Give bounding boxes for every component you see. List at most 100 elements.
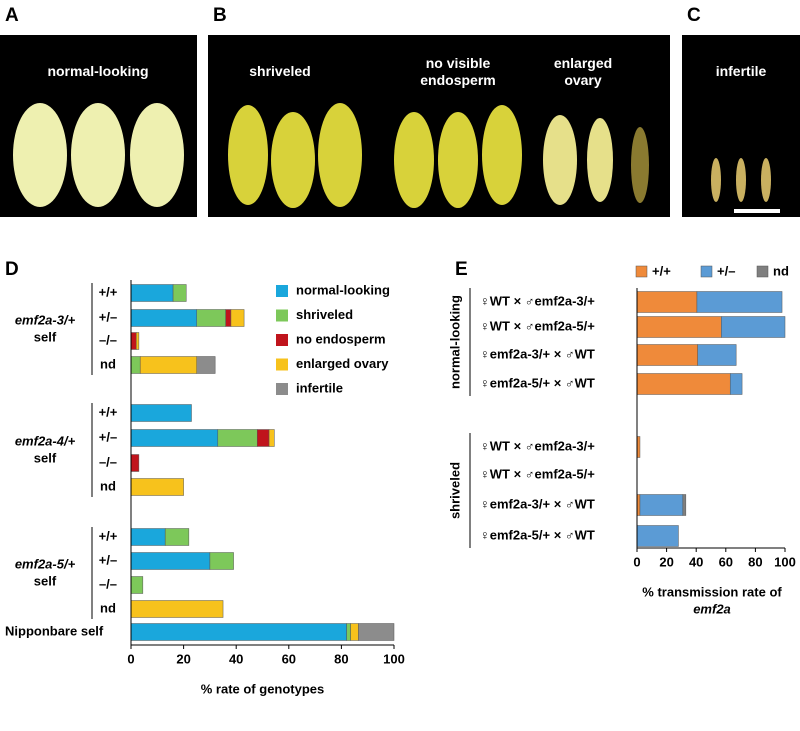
- x-tick-label: 0: [127, 651, 134, 666]
- x-tick-label: 80: [334, 651, 348, 666]
- photo-label: enlarged ovary: [554, 55, 612, 88]
- category-label: nd: [100, 356, 116, 371]
- group-label: normal-looking: [447, 295, 462, 389]
- photo-label: shriveled: [249, 63, 310, 79]
- bar-segment: [130, 478, 184, 496]
- x-axis-label: emf2a: [693, 601, 731, 616]
- category-label: +/–: [99, 309, 117, 324]
- bar-segment: [130, 552, 211, 570]
- bar-segment: [130, 528, 166, 546]
- x-tick-label: 40: [689, 554, 703, 569]
- bar-segment: [639, 494, 684, 516]
- group-sub: self: [34, 329, 57, 344]
- bar-segment: [350, 623, 359, 641]
- bar-segment: [130, 404, 192, 422]
- bar-segment: [130, 356, 141, 374]
- legend-label: enlarged ovary: [296, 356, 389, 371]
- legend-label: +/–: [717, 263, 735, 278]
- bar-segment: [164, 528, 190, 546]
- group-label: emf2a-4/+: [15, 433, 76, 448]
- photo-label: normal-looking: [47, 63, 148, 79]
- group-sub: self: [34, 450, 57, 465]
- legend-swatch: [276, 334, 288, 346]
- legend-swatch: [700, 265, 713, 278]
- bar-segment: [172, 284, 187, 302]
- bar-segment: [196, 356, 216, 374]
- bar-segment: [636, 316, 722, 338]
- legend-swatch: [756, 265, 769, 278]
- panel-letter: C: [687, 5, 701, 26]
- legend-label: infertile: [296, 380, 343, 395]
- category-label: +/–: [99, 429, 117, 444]
- bar-segment: [682, 494, 687, 516]
- photo-label: no visible endosperm: [420, 55, 495, 88]
- bar-segment: [136, 332, 140, 350]
- bar-segment: [696, 291, 783, 313]
- category-label: –/–: [99, 454, 117, 469]
- bar-segment: [636, 525, 679, 547]
- bar-segment: [130, 284, 174, 302]
- category-label: ♀emf2a-5/+ × ♂WT: [480, 375, 595, 390]
- bar-segment: [130, 623, 347, 641]
- panel-letter: B: [213, 5, 227, 26]
- bar-segment: [358, 623, 395, 641]
- x-tick-label: 40: [229, 651, 243, 666]
- group-label: emf2a-5/+: [15, 556, 76, 571]
- x-tick-label: 100: [383, 651, 405, 666]
- legend-swatch: [276, 383, 288, 395]
- panel-letter: A: [5, 5, 19, 26]
- bar-segment: [256, 429, 270, 447]
- legend-swatch: [635, 265, 648, 278]
- x-tick-label: 60: [282, 651, 296, 666]
- bar-segment: [196, 309, 226, 327]
- group-label: emf2a-3/+: [15, 312, 76, 327]
- category-label: –/–: [99, 576, 117, 591]
- group-sub: self: [34, 573, 57, 588]
- category-label: ♀WT × ♂emf2a-5/+: [480, 466, 595, 481]
- category-label: ♀WT × ♂emf2a-3/+: [480, 438, 595, 453]
- seeds: [228, 103, 771, 208]
- bar-segment: [130, 576, 144, 594]
- photo-panels: [0, 35, 800, 217]
- scale-bar: [734, 209, 780, 213]
- category-label: ♀WT × ♂emf2a-3/+: [480, 293, 595, 308]
- bar-segment: [130, 454, 140, 472]
- bar-segment: [346, 623, 351, 641]
- seeds: [13, 103, 184, 207]
- bar-segment: [130, 600, 224, 618]
- category-label: +/–: [99, 552, 117, 567]
- legend-label: shriveled: [296, 307, 353, 322]
- bar-segment: [209, 552, 234, 570]
- bar-segment: [139, 356, 197, 374]
- category-label: +/+: [99, 528, 118, 543]
- category-label: ♀WT × ♂emf2a-5/+: [480, 318, 595, 333]
- category-label: +/+: [99, 404, 118, 419]
- bar-segment: [636, 291, 698, 313]
- legend-swatch: [276, 358, 288, 371]
- x-tick-label: 60: [719, 554, 733, 569]
- category-label: ♀emf2a-3/+ × ♂WT: [480, 346, 595, 361]
- bar-segment: [230, 309, 245, 327]
- bar-segment: [636, 373, 731, 395]
- legend-label: no endosperm: [296, 331, 386, 346]
- category-label: nd: [100, 600, 116, 615]
- category-label: +/+: [99, 284, 118, 299]
- bar-segment: [130, 429, 219, 447]
- panel-letter: E: [455, 259, 468, 280]
- category-label: ♀emf2a-5/+ × ♂WT: [480, 527, 595, 542]
- bar-segment: [130, 332, 137, 350]
- x-tick-label: 0: [633, 554, 640, 569]
- bar-segment: [697, 344, 737, 366]
- x-tick-label: 80: [748, 554, 762, 569]
- x-tick-label: 100: [774, 554, 796, 569]
- x-tick-label: 20: [659, 554, 673, 569]
- category-label: Nipponbare self: [5, 623, 104, 638]
- legend-swatch: [276, 309, 288, 322]
- photo-label: infertile: [716, 63, 767, 79]
- category-label: –/–: [99, 332, 117, 347]
- x-axis-label: % transmission rate of: [642, 584, 782, 599]
- bar-segment: [130, 309, 197, 327]
- group-label: shriveled: [447, 462, 462, 519]
- legend-swatch: [276, 285, 288, 297]
- bar-segment: [721, 316, 786, 338]
